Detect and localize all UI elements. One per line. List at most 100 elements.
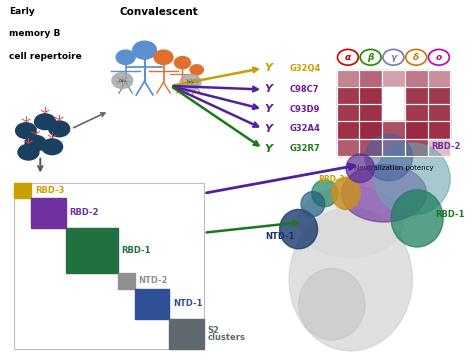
Bar <box>14 183 204 349</box>
Bar <box>428 121 450 139</box>
Bar <box>359 70 382 87</box>
Bar <box>337 121 359 139</box>
Bar <box>405 104 428 121</box>
Bar <box>382 70 405 87</box>
Text: NTD-2: NTD-2 <box>139 276 168 285</box>
Text: G32R7: G32R7 <box>289 144 320 153</box>
Bar <box>337 87 359 104</box>
Ellipse shape <box>301 192 325 217</box>
Bar <box>428 139 450 156</box>
Ellipse shape <box>280 209 318 249</box>
Bar <box>359 121 382 139</box>
Bar <box>428 87 450 104</box>
Text: Y: Y <box>264 63 272 73</box>
Circle shape <box>154 50 173 64</box>
Ellipse shape <box>391 190 443 247</box>
Bar <box>337 70 359 87</box>
Text: Y: Y <box>264 124 272 134</box>
Text: memory B: memory B <box>9 29 61 38</box>
Text: RBD-2: RBD-2 <box>431 142 460 151</box>
Bar <box>405 70 428 87</box>
Bar <box>405 70 428 87</box>
Circle shape <box>25 135 46 151</box>
Text: NTD-1: NTD-1 <box>265 232 294 241</box>
Bar <box>359 87 382 104</box>
Text: RBD-3: RBD-3 <box>319 174 345 184</box>
Bar <box>428 87 450 104</box>
Bar <box>337 104 359 121</box>
Text: RBD-2: RBD-2 <box>70 208 99 217</box>
Text: δ: δ <box>413 53 419 62</box>
Bar <box>337 121 359 139</box>
Bar <box>118 274 135 289</box>
Text: Early: Early <box>9 7 35 16</box>
Bar <box>405 87 428 104</box>
Bar <box>382 121 405 139</box>
Ellipse shape <box>341 165 427 222</box>
Bar <box>382 70 405 87</box>
Text: S2: S2 <box>208 326 219 335</box>
Bar <box>405 121 428 139</box>
Bar <box>66 228 118 274</box>
Circle shape <box>190 65 203 75</box>
Ellipse shape <box>332 177 360 209</box>
Text: RBD-1: RBD-1 <box>436 210 465 219</box>
Bar <box>31 198 66 228</box>
Ellipse shape <box>299 268 365 340</box>
Text: Y: Y <box>264 84 272 95</box>
Text: Cov: Cov <box>118 78 126 83</box>
Ellipse shape <box>365 134 412 181</box>
Bar <box>428 70 450 87</box>
Bar <box>428 104 450 121</box>
Bar <box>135 289 169 319</box>
Circle shape <box>116 50 135 64</box>
Text: clusters: clusters <box>208 333 246 342</box>
Text: Y: Y <box>264 144 272 154</box>
Bar <box>405 139 428 156</box>
Text: C98C7: C98C7 <box>289 85 319 94</box>
Text: Convalescent: Convalescent <box>119 7 198 17</box>
Bar <box>382 104 405 121</box>
Bar <box>359 87 382 104</box>
Bar <box>405 87 428 104</box>
Bar <box>405 104 428 121</box>
Bar <box>382 104 405 121</box>
Circle shape <box>18 144 39 160</box>
Ellipse shape <box>299 186 403 258</box>
Bar <box>428 139 450 156</box>
Bar <box>428 121 450 139</box>
Circle shape <box>112 73 133 88</box>
Circle shape <box>16 123 36 139</box>
Text: NTD-1: NTD-1 <box>173 299 203 308</box>
Text: Neutralization potency: Neutralization potency <box>354 165 433 171</box>
Bar <box>337 139 359 156</box>
Bar <box>382 139 405 156</box>
Circle shape <box>35 114 55 130</box>
Bar <box>359 121 382 139</box>
Text: β: β <box>367 53 374 62</box>
Ellipse shape <box>311 180 337 207</box>
Ellipse shape <box>346 154 374 183</box>
Circle shape <box>42 139 63 155</box>
Text: o: o <box>436 53 442 62</box>
Ellipse shape <box>289 208 412 351</box>
Bar <box>337 139 359 156</box>
Text: G32Q4: G32Q4 <box>289 63 320 73</box>
Text: cell repertoire: cell repertoire <box>9 52 82 61</box>
Bar <box>337 104 359 121</box>
Bar <box>382 121 405 139</box>
Bar <box>405 121 428 139</box>
Text: Y: Y <box>264 104 272 114</box>
Bar <box>382 87 405 104</box>
Bar <box>169 319 204 349</box>
Text: G32A4: G32A4 <box>289 124 320 134</box>
Bar <box>405 139 428 156</box>
Circle shape <box>174 57 191 69</box>
Bar <box>337 87 359 104</box>
Bar <box>359 139 382 156</box>
Bar <box>359 70 382 87</box>
Circle shape <box>49 121 70 137</box>
Bar <box>359 139 382 156</box>
Text: γ: γ <box>391 53 396 62</box>
Bar <box>14 183 31 198</box>
